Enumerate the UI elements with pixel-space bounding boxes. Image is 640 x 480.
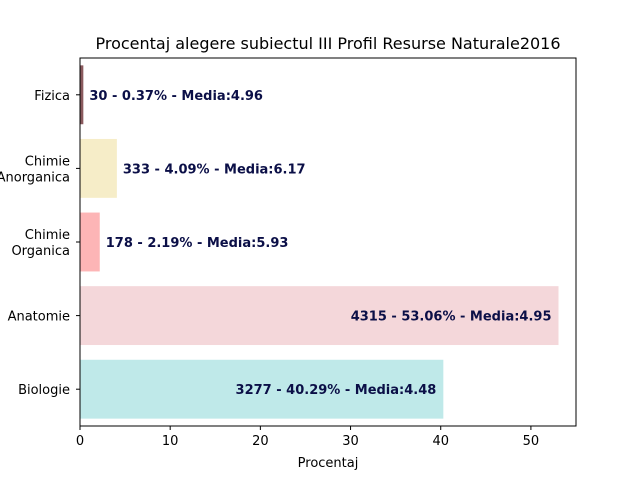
y-tick-label: Fizica	[34, 89, 70, 104]
x-tick-label: 30	[342, 434, 359, 449]
bar	[80, 213, 100, 272]
data-label: 4315 - 53.06% - Media:4.95	[351, 310, 552, 325]
data-label: 30 - 0.37% - Media:4.96	[89, 89, 263, 104]
bar	[80, 65, 83, 124]
x-tick-label: 10	[162, 434, 179, 449]
x-tick-label: 0	[76, 434, 84, 449]
x-tick-label: 20	[252, 434, 269, 449]
bar	[80, 139, 117, 198]
data-label: 3277 - 40.29% - Media:4.48	[236, 383, 437, 398]
x-axis-label: Procentaj	[298, 456, 359, 471]
data-label: 333 - 4.09% - Media:6.17	[123, 162, 306, 177]
x-tick-label: 40	[432, 434, 449, 449]
data-label: 178 - 2.19% - Media:5.93	[106, 236, 289, 251]
x-tick-label: 50	[523, 434, 540, 449]
chart-title: Procentaj alegere subiectul III Profil R…	[95, 34, 560, 53]
y-tick-label: Anatomie	[8, 310, 70, 325]
y-tick-label: Biologie	[18, 383, 70, 398]
